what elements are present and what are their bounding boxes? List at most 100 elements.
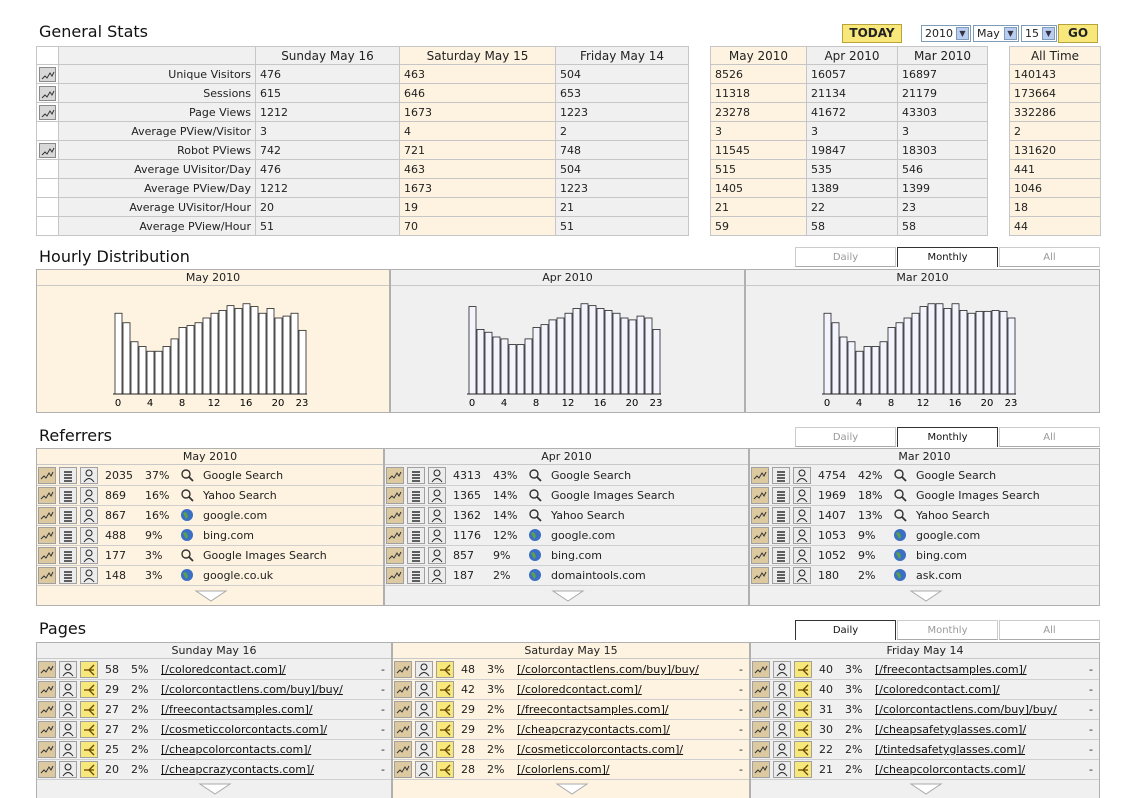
path-icon[interactable]	[80, 721, 98, 738]
chart-icon[interactable]	[394, 741, 412, 758]
chart-icon[interactable]	[751, 547, 769, 564]
tab-monthly[interactable]: Monthly	[897, 247, 998, 267]
today-button[interactable]: TODAY	[842, 24, 902, 43]
year-select[interactable]: 2010 ▼	[921, 25, 971, 42]
path-icon[interactable]	[80, 681, 98, 698]
list-icon[interactable]	[407, 567, 425, 584]
chart-icon[interactable]	[38, 567, 56, 584]
page-url-link[interactable]: [/colorcontactlens.com/buy]/buy/	[875, 703, 1057, 716]
list-icon[interactable]	[59, 547, 77, 564]
chart-icon[interactable]	[386, 507, 404, 524]
chart-icon[interactable]	[394, 761, 412, 778]
expand-down-icon[interactable]	[550, 590, 585, 602]
chart-icon[interactable]	[751, 527, 769, 544]
chart-icon[interactable]	[38, 681, 56, 698]
path-icon[interactable]	[794, 661, 812, 678]
chart-icon[interactable]	[394, 681, 412, 698]
referrer-name[interactable]: Yahoo Search	[551, 509, 625, 522]
page-url-link[interactable]: [/coloredcontact.com]/	[875, 683, 1000, 696]
referrer-name[interactable]: Google Search	[203, 469, 284, 482]
page-url-link[interactable]: [/cheapcrazycontacts.com]/	[161, 763, 314, 776]
user-icon[interactable]	[80, 467, 98, 484]
path-icon[interactable]	[794, 761, 812, 778]
path-icon[interactable]	[436, 661, 454, 678]
referrer-name[interactable]: domaintools.com	[551, 569, 646, 582]
page-url-link[interactable]: [/colorcontactlens.com/buy]/buy/	[161, 683, 343, 696]
user-icon[interactable]	[793, 567, 811, 584]
user-icon[interactable]	[59, 721, 77, 738]
chart-icon[interactable]	[394, 661, 412, 678]
user-icon[interactable]	[773, 741, 791, 758]
tab-daily[interactable]: Daily	[795, 427, 896, 447]
chart-icon[interactable]	[39, 104, 56, 120]
tab-all[interactable]: All	[999, 427, 1100, 447]
referrer-name[interactable]: google.com	[551, 529, 616, 542]
expand-down-icon[interactable]	[908, 590, 943, 602]
path-icon[interactable]	[794, 701, 812, 718]
user-icon[interactable]	[80, 547, 98, 564]
page-url-link[interactable]: [/freecontactsamples.com]/	[517, 703, 669, 716]
list-icon[interactable]	[772, 507, 790, 524]
user-icon[interactable]	[415, 761, 433, 778]
tab-all[interactable]: All	[999, 247, 1100, 267]
chart-icon[interactable]	[38, 661, 56, 678]
user-icon[interactable]	[428, 467, 446, 484]
referrer-name[interactable]: Google Images Search	[916, 489, 1040, 502]
chart-icon[interactable]	[752, 681, 770, 698]
user-icon[interactable]	[80, 487, 98, 504]
user-icon[interactable]	[415, 701, 433, 718]
page-url-link[interactable]: [/cheapcolorcontacts.com]/	[875, 763, 1026, 776]
expand-down-icon[interactable]	[909, 783, 943, 795]
referrer-name[interactable]: google.com	[916, 529, 981, 542]
chart-icon[interactable]	[752, 701, 770, 718]
page-url-link[interactable]: [/cheapcrazycontacts.com]/	[517, 723, 670, 736]
user-icon[interactable]	[80, 507, 98, 524]
referrer-name[interactable]: Google Images Search	[551, 489, 675, 502]
user-icon[interactable]	[415, 661, 433, 678]
page-url-link[interactable]: [/tintedsafetyglasses.com]/	[875, 743, 1026, 756]
list-icon[interactable]	[772, 467, 790, 484]
expand-down-icon[interactable]	[555, 783, 589, 795]
user-icon[interactable]	[428, 547, 446, 564]
user-icon[interactable]	[59, 681, 77, 698]
user-icon[interactable]	[773, 661, 791, 678]
chart-icon[interactable]	[752, 661, 770, 678]
list-icon[interactable]	[772, 487, 790, 504]
chart-icon[interactable]	[38, 721, 56, 738]
referrer-name[interactable]: google.com	[203, 509, 268, 522]
page-url-link[interactable]: [/coloredcontact.com]/	[161, 663, 286, 676]
user-icon[interactable]	[773, 761, 791, 778]
chart-icon[interactable]	[752, 761, 770, 778]
expand-down-icon[interactable]	[198, 783, 232, 795]
user-icon[interactable]	[59, 661, 77, 678]
user-icon[interactable]	[428, 487, 446, 504]
list-icon[interactable]	[59, 487, 77, 504]
user-icon[interactable]	[80, 567, 98, 584]
list-icon[interactable]	[407, 527, 425, 544]
chart-icon[interactable]	[38, 701, 56, 718]
user-icon[interactable]	[793, 487, 811, 504]
list-icon[interactable]	[407, 507, 425, 524]
chart-icon[interactable]	[386, 467, 404, 484]
path-icon[interactable]	[436, 721, 454, 738]
list-icon[interactable]	[772, 567, 790, 584]
chart-icon[interactable]	[752, 741, 770, 758]
user-icon[interactable]	[793, 547, 811, 564]
list-icon[interactable]	[407, 547, 425, 564]
list-icon[interactable]	[59, 527, 77, 544]
referrer-name[interactable]: ask.com	[916, 569, 962, 582]
chart-icon[interactable]	[386, 487, 404, 504]
chart-icon[interactable]	[394, 701, 412, 718]
chart-icon[interactable]	[38, 487, 56, 504]
list-icon[interactable]	[772, 527, 790, 544]
referrer-name[interactable]: Yahoo Search	[203, 489, 277, 502]
list-icon[interactable]	[59, 467, 77, 484]
user-icon[interactable]	[80, 527, 98, 544]
referrer-name[interactable]: Yahoo Search	[916, 509, 990, 522]
list-icon[interactable]	[772, 547, 790, 564]
page-url-link[interactable]: [/freecontactsamples.com]/	[875, 663, 1027, 676]
user-icon[interactable]	[793, 507, 811, 524]
chart-icon[interactable]	[38, 527, 56, 544]
user-icon[interactable]	[415, 721, 433, 738]
tab-monthly[interactable]: Monthly	[897, 620, 998, 640]
